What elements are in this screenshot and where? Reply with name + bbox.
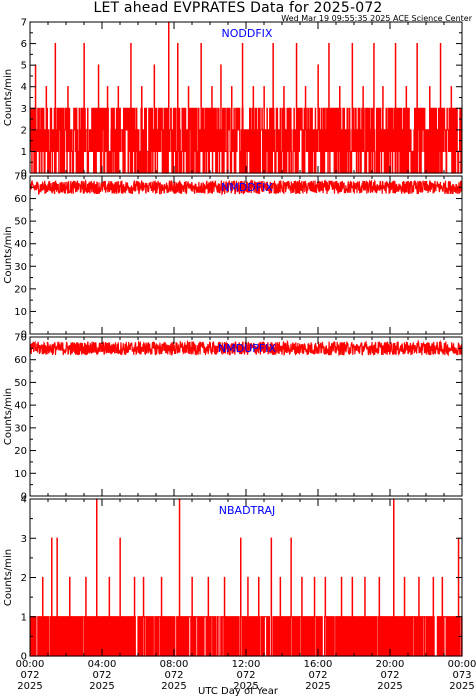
y-tick-label: 5: [21, 61, 27, 72]
y-axis-label: Counts/min: [3, 69, 14, 126]
y-tick-label: 20: [14, 284, 27, 295]
panel-label: NMDUPFIX: [218, 342, 276, 355]
panel-frame: [29, 175, 463, 335]
y-tick-label: 20: [14, 446, 27, 457]
y-tick-label: 50: [14, 378, 27, 389]
series-line-nbadtraj: [29, 498, 463, 657]
x-tick-label: 2025: [161, 681, 186, 692]
x-tick-label: 2025: [377, 681, 402, 692]
x-tick-label: 00:00: [448, 659, 476, 670]
y-tick-label: 7: [21, 18, 27, 29]
y-tick-label: 50: [14, 217, 27, 228]
x-tick-label: 2025: [89, 681, 114, 692]
y-tick-label: 6: [21, 39, 27, 50]
x-tick-label: 2025: [449, 681, 474, 692]
x-tick-label: 04:00: [88, 659, 117, 670]
y-tick-label: 2: [21, 125, 27, 136]
series-line-nmdupfix: [29, 339, 463, 357]
x-tick-label: 073: [452, 670, 471, 681]
x-tick-label: 2025: [17, 681, 42, 692]
x-tick-label: 072: [20, 670, 39, 681]
y-tick-label: 3: [21, 534, 27, 545]
x-tick-label: 08:00: [160, 659, 189, 670]
y-tick-label: 0: [21, 169, 27, 180]
y-tick-label: 0: [21, 492, 27, 503]
y-tick-label: 30: [14, 262, 27, 273]
x-tick-label: 12:00: [232, 659, 261, 670]
y-tick-label: 10: [14, 469, 27, 480]
x-tick-label: 20:00: [376, 659, 405, 670]
x-tick-label: 00:00: [16, 659, 45, 670]
y-tick-label: 0: [21, 652, 27, 663]
y-axis-label: Counts/min: [3, 388, 14, 445]
x-tick-label: 072: [164, 670, 183, 681]
chart-subtitle: Wed Mar 19 09:55:35 2025 ACE Science Cen…: [281, 14, 472, 23]
x-axis-label: UTC Day of Year: [198, 686, 278, 697]
panel-label: NBADTRAJ: [219, 504, 275, 517]
y-tick-label: 4: [21, 495, 27, 506]
y-tick-label: 60: [14, 355, 27, 366]
x-tick-label: 16:00: [304, 659, 333, 670]
y-tick-label: 2: [21, 573, 27, 584]
y-tick-label: 70: [14, 172, 27, 183]
x-tick-label: 072: [380, 670, 399, 681]
y-tick-label: 40: [14, 239, 27, 250]
chart-title: LET ahead EVPRATES Data for 2025-072: [93, 0, 383, 16]
y-tick-label: 1: [21, 147, 27, 158]
y-tick-label: 3: [21, 104, 27, 115]
y-tick-label: 4: [21, 82, 27, 93]
y-tick-label: 30: [14, 423, 27, 434]
x-tick-label: 072: [236, 670, 255, 681]
y-tick-label: 0: [21, 330, 27, 341]
y-tick-label: 1: [21, 612, 27, 623]
y-tick-label: 60: [14, 194, 27, 205]
y-axis-label: Counts/min: [3, 549, 14, 606]
y-tick-label: 70: [14, 333, 27, 344]
y-axis-label: Counts/min: [3, 226, 14, 283]
x-tick-label: 2025: [305, 681, 330, 692]
x-tick-label: 072: [92, 670, 111, 681]
x-tick-label: 072: [308, 670, 327, 681]
series-line-noddfix: [29, 21, 463, 174]
panel-label: NODDFIX: [222, 27, 273, 40]
y-tick-label: 10: [14, 307, 27, 318]
y-tick-label: 40: [14, 401, 27, 412]
x-tick-label: 2025: [233, 681, 258, 692]
panel-frame: [29, 336, 463, 497]
panel-label: NMDDFIX: [221, 181, 273, 194]
